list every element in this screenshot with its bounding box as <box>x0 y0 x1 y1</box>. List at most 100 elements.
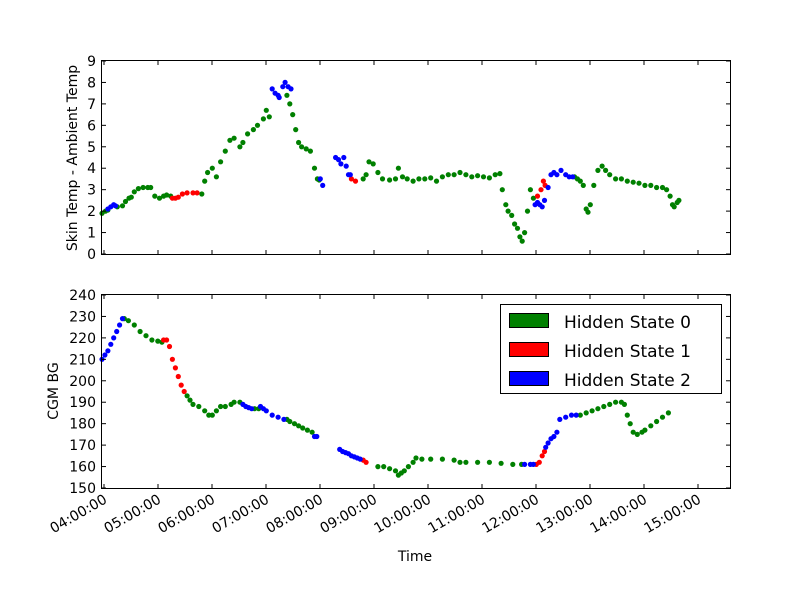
series-0-point <box>291 421 298 427</box>
legend-label-1: Hidden State 1 <box>564 342 691 362</box>
series-0-point <box>149 337 155 343</box>
series-0-point <box>387 466 393 472</box>
series-0-point <box>375 169 381 176</box>
x-tick-label: 10:00:00 <box>372 492 434 537</box>
series-0-point <box>125 318 131 324</box>
series-0-point <box>209 165 215 171</box>
series-2-point <box>105 348 111 354</box>
series-0-point <box>387 177 393 183</box>
y-tick-label: 4 <box>87 161 96 177</box>
series-0-point <box>300 425 306 431</box>
series-0-point <box>636 180 642 186</box>
series-0-point <box>475 459 481 465</box>
series-0-point <box>218 159 224 165</box>
series-2-point <box>281 416 287 422</box>
series-0-point <box>401 468 407 474</box>
series-0-point <box>307 148 313 154</box>
series-0-point <box>304 427 310 433</box>
series-0-point <box>140 184 146 191</box>
series-0-point <box>664 187 670 193</box>
series-0-point <box>148 184 154 191</box>
series-0-point <box>630 429 636 435</box>
series-0-point <box>199 191 205 197</box>
series-0-point <box>237 144 243 150</box>
series-2-point <box>314 433 320 440</box>
series-0-point <box>290 112 296 118</box>
series-0-point <box>263 107 269 113</box>
series-0-point <box>419 456 425 462</box>
series-1-point <box>184 190 190 196</box>
series-0-point <box>607 172 613 178</box>
series-0-point <box>213 408 219 414</box>
series-0-point <box>202 408 208 414</box>
series-0-point <box>580 182 586 188</box>
series-0-point <box>392 176 399 182</box>
series-1-point <box>164 337 170 343</box>
series-0-point <box>486 175 492 181</box>
x-tick-label: 14:00:00 <box>588 492 650 537</box>
series-1-point <box>175 373 181 380</box>
series-0-point <box>457 459 463 465</box>
series-0-point <box>642 182 648 188</box>
series-0-point <box>433 178 440 184</box>
series-0-point <box>287 418 293 425</box>
series-0-point <box>266 114 272 120</box>
series-0-point <box>613 176 619 182</box>
y-tick-label: 160 <box>69 460 96 476</box>
x-tick-label: 09:00:00 <box>318 492 380 537</box>
series-0-point <box>254 122 261 128</box>
series-0-point <box>599 163 605 169</box>
series-0-point <box>591 182 597 188</box>
series-2-point <box>111 335 117 341</box>
series-2-point <box>563 414 569 420</box>
series-0-point <box>405 464 411 470</box>
series-0-point <box>128 194 134 200</box>
legend-label-0: Hidden State 0 <box>564 313 691 333</box>
series-0-point <box>227 137 233 143</box>
top-points <box>99 79 682 244</box>
series-0-point <box>231 135 237 141</box>
series-0-point <box>284 92 290 98</box>
series-0-point <box>451 457 457 463</box>
x-tick-label: 07:00:00 <box>210 492 272 537</box>
series-0-point <box>665 410 672 416</box>
series-0-point <box>517 234 523 240</box>
series-0-point <box>530 195 537 201</box>
series-2-point <box>276 94 282 101</box>
series-0-point <box>648 423 654 429</box>
bottom-y-axis: 150 160 170 180 190 200 210 220 230 240 <box>69 288 730 497</box>
series-0-point <box>469 174 475 180</box>
series-2-point <box>573 412 579 418</box>
legend-entry-1: Hidden State 1 <box>509 342 691 362</box>
y-tick-label: 190 <box>69 395 96 411</box>
series-0-point <box>410 459 416 465</box>
series-2-point <box>347 172 353 178</box>
series-0-point <box>497 171 503 177</box>
y-tick-label: 200 <box>69 374 96 390</box>
series-2-point <box>551 433 557 440</box>
legend-entry-0: Hidden State 0 <box>509 313 691 333</box>
x-tick-label: 15:00:00 <box>642 492 704 537</box>
series-0-point <box>667 193 673 199</box>
series-1-point <box>172 365 178 371</box>
series-0-point <box>240 139 246 146</box>
series-2-point <box>275 414 281 420</box>
series-1-point <box>194 190 200 196</box>
series-0-point <box>164 192 170 198</box>
series-0-point <box>601 403 607 410</box>
series-2-point <box>554 429 560 435</box>
series-1-point <box>175 194 181 200</box>
series-0-point <box>621 401 628 407</box>
series-1-point <box>536 459 542 465</box>
series-2-point <box>117 322 123 328</box>
x-tick-label: 06:00:00 <box>156 492 218 537</box>
series-2-point <box>112 203 119 209</box>
series-0-point <box>143 333 149 339</box>
series-1-point <box>363 459 369 465</box>
series-0-point <box>511 221 518 227</box>
y-tick-label: 170 <box>69 438 96 454</box>
series-0-point <box>589 408 595 414</box>
legend-label-2: Hidden State 2 <box>564 371 691 391</box>
bottom-points <box>99 316 672 478</box>
y-tick-label: 7 <box>87 97 96 113</box>
